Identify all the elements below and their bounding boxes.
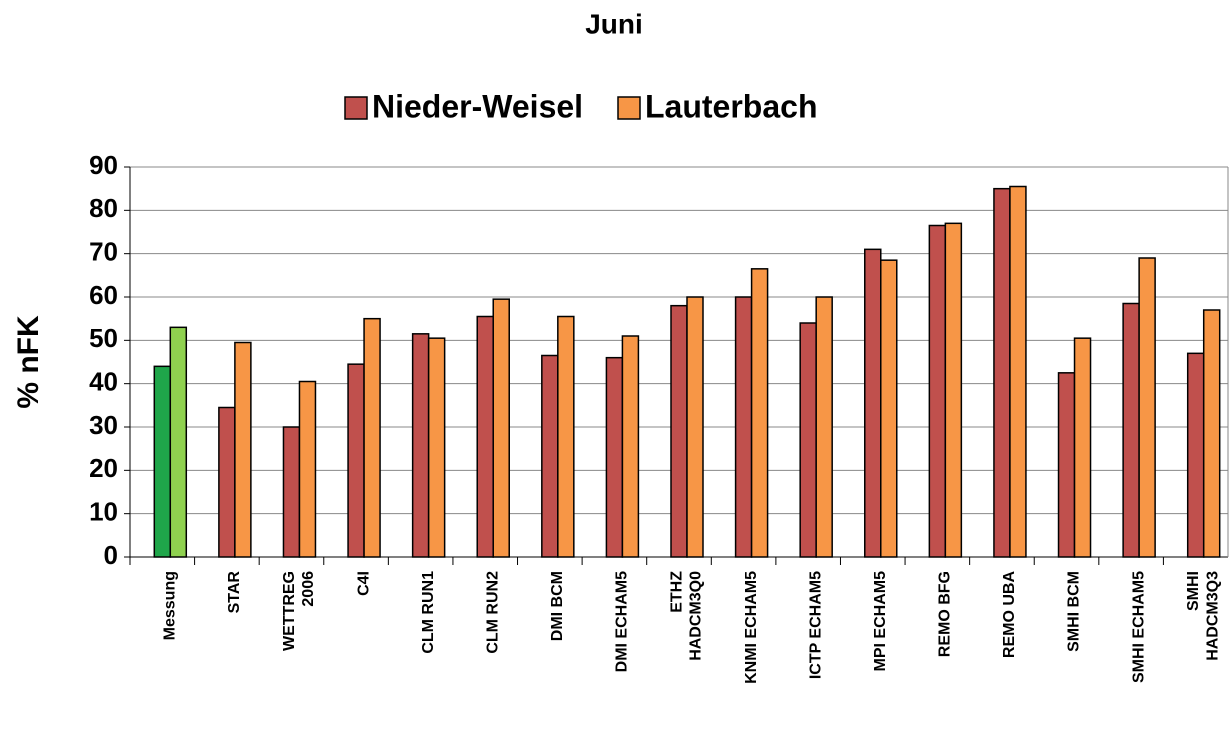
- y-tick-label: 80: [89, 193, 118, 223]
- x-tick-label: SMHI BCM: [1066, 571, 1083, 652]
- bar: [476, 315, 494, 558]
- legend-swatch: [617, 96, 641, 120]
- bar: [1073, 337, 1092, 558]
- legend-swatch: [344, 96, 368, 120]
- x-tick-label: DMI ECHAM5: [614, 571, 631, 672]
- chart-title: Juni: [585, 8, 643, 39]
- bar: [169, 326, 188, 558]
- x-tick-label: CLM RUN2: [484, 571, 501, 654]
- y-tick-label: 0: [104, 540, 118, 570]
- bar: [799, 322, 817, 558]
- x-tick-label: SMHI ECHAM5: [1130, 571, 1147, 683]
- bar: [1009, 185, 1027, 558]
- y-tick-label: 30: [89, 410, 118, 440]
- bar: [557, 315, 575, 558]
- bar: [815, 296, 833, 558]
- x-tick-label: SMHI HADCM3Q3: [1185, 571, 1221, 661]
- x-tick-label: DMI BCM: [549, 571, 566, 641]
- bar: [750, 268, 769, 558]
- bar: [880, 259, 898, 558]
- bar: [670, 304, 688, 558]
- y-tick-label: 70: [89, 237, 118, 267]
- bar: [298, 380, 317, 558]
- y-tick-label: 90: [89, 150, 118, 180]
- bar: [153, 365, 172, 558]
- bar: [605, 356, 624, 558]
- y-tick-label: 10: [89, 497, 118, 527]
- y-tick-label: 60: [89, 280, 118, 310]
- x-tick-label: CLM RUN1: [420, 571, 437, 654]
- bar: [218, 406, 236, 558]
- bar: [411, 333, 430, 558]
- x-tick-label: ETHZ HADCM3Q0: [669, 571, 705, 661]
- bar: [541, 354, 559, 558]
- bar: [1057, 372, 1076, 558]
- bar: [621, 335, 640, 558]
- legend-label: Lauterbach: [645, 88, 817, 124]
- bar: [864, 248, 882, 558]
- x-tick-label: REMO BFG: [937, 571, 954, 657]
- bar: [734, 296, 753, 558]
- bar: [993, 187, 1011, 558]
- y-tick-label: 50: [89, 323, 118, 353]
- bar: [686, 296, 704, 558]
- bar: [492, 298, 510, 558]
- bar: [427, 337, 446, 558]
- bar: [1186, 352, 1205, 558]
- legend-label: Nieder-Weisel: [372, 88, 583, 124]
- bar: [282, 426, 301, 558]
- bar: [347, 363, 365, 558]
- x-tick-label: STAR: [226, 571, 243, 614]
- x-tick-label: KNMI ECHAM5: [743, 571, 760, 684]
- x-tick-label: MPI ECHAM5: [872, 571, 889, 672]
- bar: [928, 224, 947, 558]
- bar: [1138, 257, 1156, 558]
- bar: [234, 341, 252, 558]
- y-axis-label: % nFK: [12, 315, 45, 409]
- bar: [363, 317, 381, 558]
- x-tick-label: WETTREG 2006: [281, 571, 317, 651]
- bar: [1202, 309, 1221, 558]
- y-tick-label: 40: [89, 367, 118, 397]
- x-tick-label: C4I: [355, 571, 372, 596]
- y-tick-label: 20: [89, 453, 118, 483]
- x-tick-label: Messung: [162, 571, 179, 640]
- bar: [944, 222, 963, 558]
- bar: [1122, 302, 1140, 558]
- x-tick-label: REMO UBA: [1001, 571, 1018, 659]
- x-tick-label: ICTP ECHAM5: [807, 571, 824, 679]
